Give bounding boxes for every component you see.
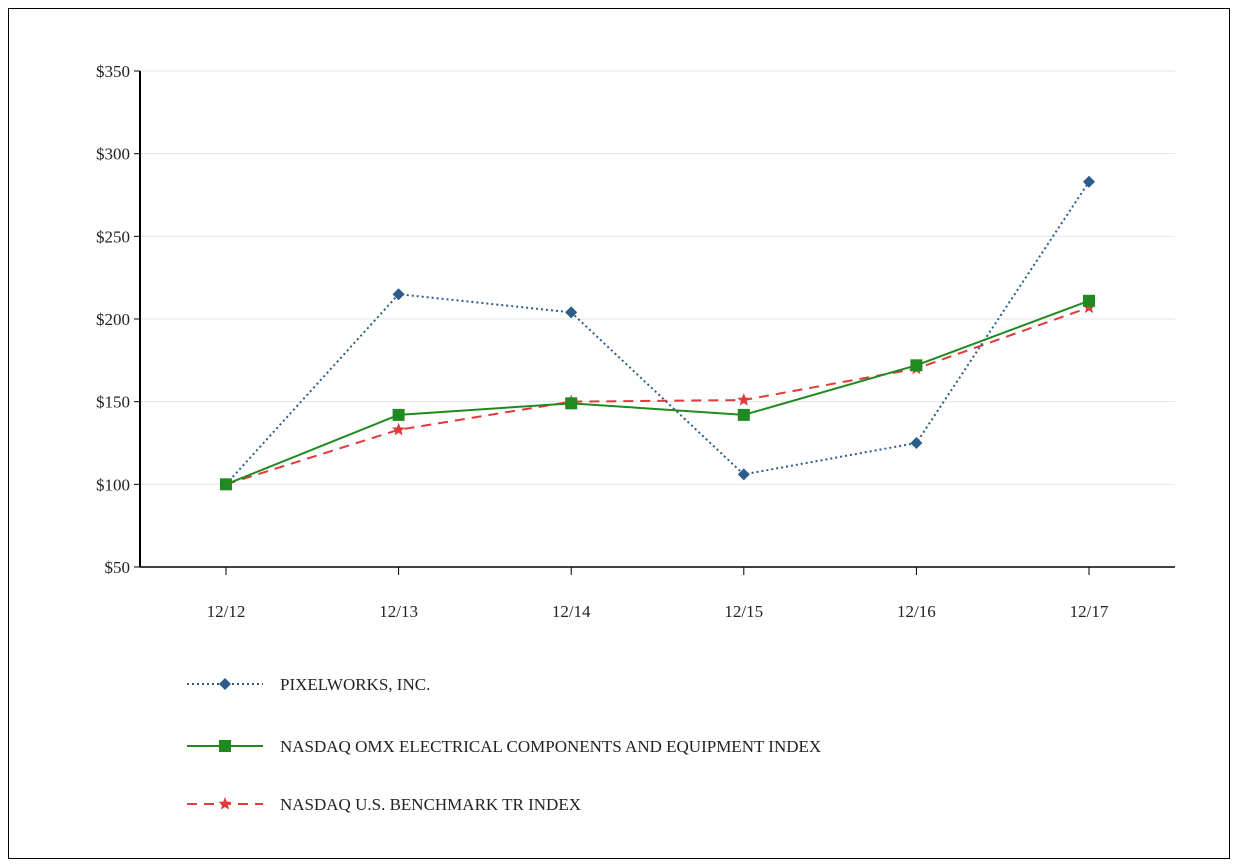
y-tick-label: $350 (96, 62, 130, 81)
series-1 (220, 175, 1095, 491)
gridlines (140, 70, 1175, 485)
legend-item: PIXELWORKS, INC. (187, 675, 430, 694)
y-tick-label: $50 (105, 558, 131, 577)
data-point (910, 437, 923, 449)
x-tick-label: 12/17 (1070, 602, 1109, 621)
legend-label: PIXELWORKS, INC. (280, 675, 430, 694)
legend-label: NASDAQ OMX ELECTRICAL COMPONENTS AND EQU… (280, 737, 821, 756)
x-tick-label: 12/12 (207, 602, 246, 621)
x-tick-label: 12/13 (379, 602, 418, 621)
series-2 (220, 294, 1095, 491)
series-line (225, 181, 1090, 486)
x-tick-label: 12/15 (724, 602, 763, 621)
y-tick-label: $150 (96, 393, 130, 412)
data-point (391, 422, 406, 436)
data-point (392, 288, 405, 301)
y-axis-ticks: $50 $100 $150 $200 $250 $300 $350 (96, 62, 140, 577)
y-tick-label: $300 (96, 145, 130, 164)
y-tick-label: $250 (96, 227, 130, 246)
data-point (565, 306, 578, 319)
legend-item: NASDAQ U.S. BENCHMARK TR INDEX (187, 795, 581, 814)
legend: PIXELWORKS, INC. NASDAQ OMX ELECTRICAL CO… (187, 675, 821, 814)
series-line (225, 306, 1090, 486)
data-point (737, 468, 750, 481)
data-point (392, 408, 405, 421)
data-point (565, 397, 578, 410)
legend-marker (218, 797, 232, 810)
x-tick-label: 12/14 (552, 602, 591, 621)
data-point (737, 408, 750, 421)
data-point (1083, 294, 1095, 307)
legend-marker (219, 740, 231, 752)
series-3 (219, 300, 1096, 490)
y-tick-label: $100 (96, 475, 130, 494)
data-point (737, 393, 751, 406)
legend-label: NASDAQ U.S. BENCHMARK TR INDEX (280, 795, 581, 814)
data-point (220, 478, 232, 491)
y-tick-label: $200 (96, 310, 130, 329)
data-point (910, 359, 923, 372)
legend-item: NASDAQ OMX ELECTRICAL COMPONENTS AND EQU… (187, 737, 821, 756)
series-group (219, 175, 1096, 491)
data-point (1083, 175, 1095, 188)
legend-marker (219, 678, 231, 690)
chart-frame (8, 8, 1230, 859)
x-axis-ticks: 12/12 12/13 12/14 12/15 12/16 12/17 (207, 567, 1109, 621)
series-line (225, 299, 1090, 486)
x-tick-label: 12/16 (897, 602, 936, 621)
